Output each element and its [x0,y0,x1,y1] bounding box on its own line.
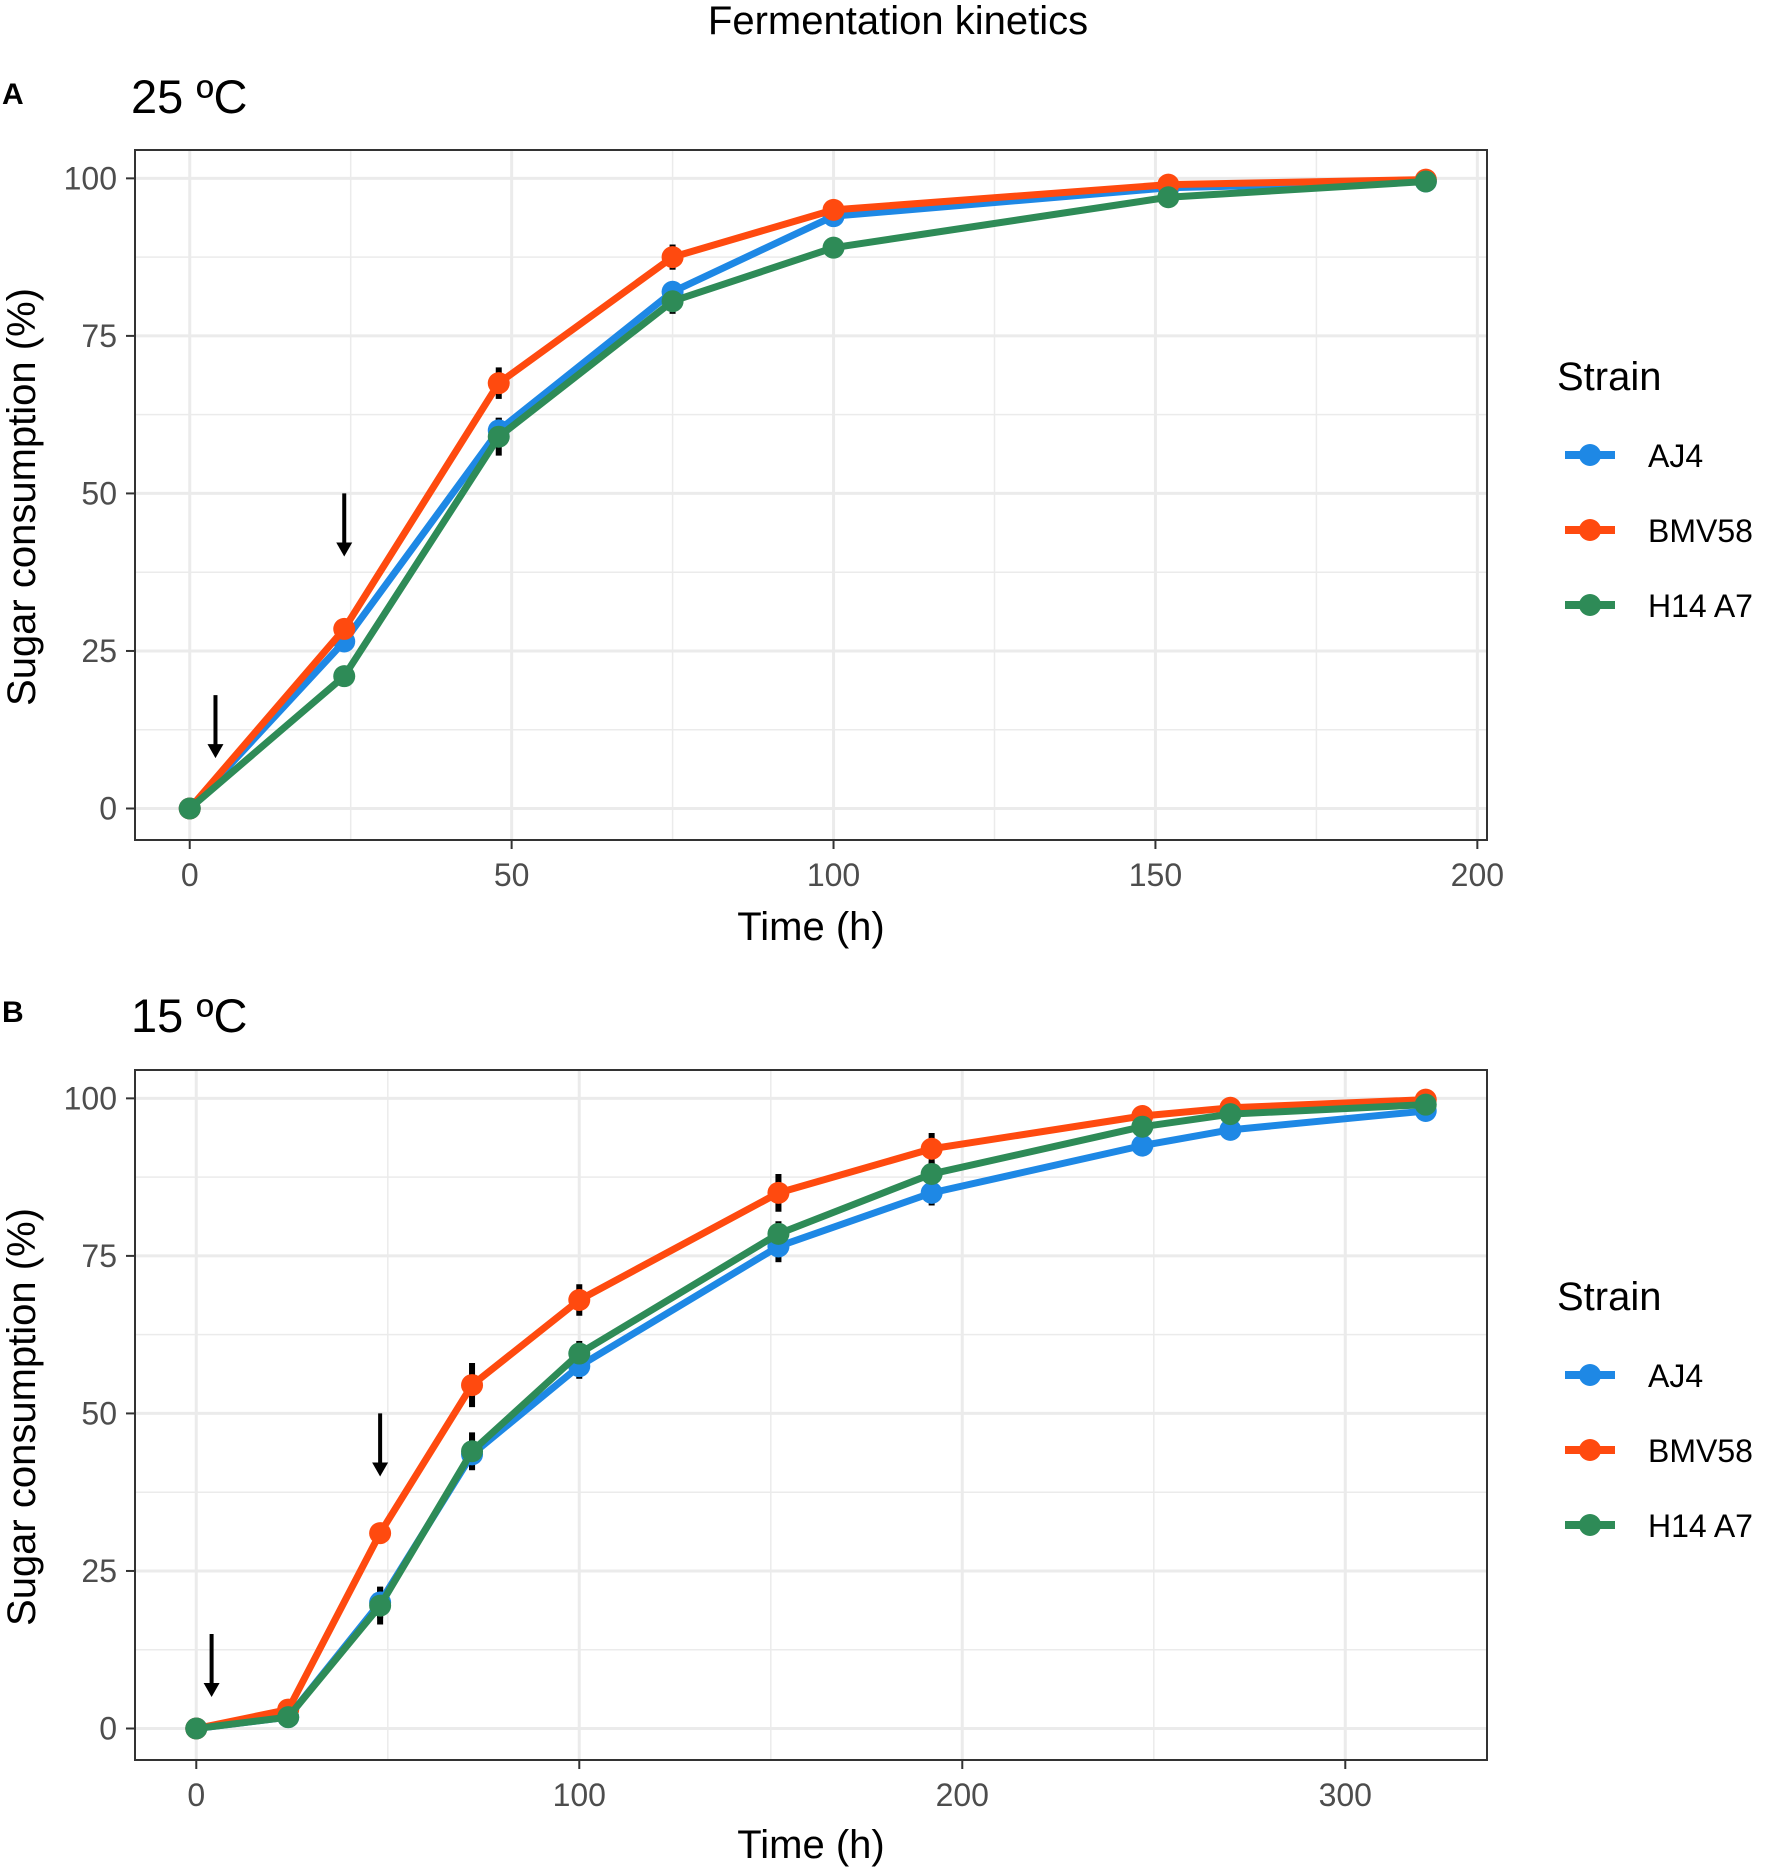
x-tick-label: 100 [807,857,860,893]
y-axis-label-a: Sugar consumption (%) [0,288,44,706]
x-tick-label: 150 [1129,857,1182,893]
legend-key-point [1579,1439,1601,1461]
data-point-bmv58 [920,1137,943,1160]
data-point-h14-a7 [568,1342,591,1365]
panel-label-a: A [2,78,24,111]
data-point-h14-a7 [277,1706,300,1729]
legend-title-a: Strain [1557,355,1662,399]
legend-key-point [1579,1364,1601,1386]
y-tick-label: 0 [99,790,117,826]
legend-title-b: Strain [1557,1275,1662,1319]
y-axis-label-b: Sugar consumption (%) [0,1208,44,1626]
x-tick-label: 0 [181,857,199,893]
legend-entry-label: BMV58 [1648,1433,1753,1469]
legend-entry-label: AJ4 [1648,1358,1703,1394]
plot-area-a: 0 50 100 150 200 0 25 50 75 100 [64,149,1504,893]
data-point-bmv58 [822,198,845,221]
data-point-aj4 [920,1181,943,1204]
y-tick-label: 50 [81,475,117,511]
y-tick-label: 25 [81,633,117,669]
legend-entry-label: H14 A7 [1648,1508,1753,1544]
data-point-h14-a7 [178,797,201,820]
panel-title-b: 15 ºC [131,989,247,1042]
data-point-bmv58 [487,372,510,395]
data-point-aj4 [1219,1118,1242,1141]
data-point-aj4 [1131,1134,1154,1157]
y-tick-label: 75 [81,1238,117,1274]
series-line-h14-a7 [195,1101,1426,1732]
data-point-bmv58 [333,617,356,640]
x-tick-label: 50 [494,857,530,893]
legend-entry-label: H14 A7 [1648,588,1753,624]
y-tick-label: 50 [81,1395,117,1431]
data-point-h14-a7 [1131,1115,1154,1138]
data-point-h14-a7 [1414,1093,1437,1116]
y-tick-label: 0 [99,1710,117,1746]
data-point-bmv58 [369,1522,392,1545]
data-point-h14-a7 [1414,170,1437,193]
legend-key-point [1579,1514,1601,1536]
y-tick-label: 75 [81,318,117,354]
data-point-h14-a7 [461,1440,484,1463]
arrow-head [336,542,353,557]
x-tick-label: 100 [553,1777,606,1813]
plot-area-b: 0 100 200 300 0 25 50 75 100 [64,1069,1488,1813]
arrow-head [207,744,224,759]
data-point-bmv58 [568,1289,591,1311]
data-point-h14-a7 [487,425,510,448]
plot-border-a [134,149,1488,841]
data-point-h14-a7 [1157,186,1180,209]
plot-background-a [135,150,1487,840]
data-point-h14-a7 [920,1162,943,1185]
panel-b: B 15 ºC 0 100 200 300 0 25 50 75 100 Time (h) Su… [0,989,1753,1867]
data-point-h14-a7 [333,665,356,688]
data-point-h14-a7 [767,1222,790,1245]
legend-key-point [1579,519,1601,541]
legend-entry-label: AJ4 [1648,438,1703,474]
arrow-head [372,1462,389,1477]
legend-b: Strain AJ4 BMV58 H14 A7 [1557,1275,1753,1544]
y-tick-label: 100 [64,160,117,196]
figure-title: Fermentation kinetics [708,0,1088,43]
data-point-bmv58 [767,1181,790,1204]
panel-label-b: B [2,996,24,1029]
legend-a: Strain AJ4 BMV58 H14 A7 [1557,355,1753,624]
data-point-h14-a7 [369,1594,392,1617]
legend-entry-label: BMV58 [1648,513,1753,549]
x-axis-label-b: Time (h) [737,1823,884,1867]
x-tick-label: 300 [1319,1777,1372,1813]
data-point-bmv58 [461,1374,484,1397]
x-tick-label: 200 [936,1777,989,1813]
legend-key-point [1579,444,1601,466]
arrow-head [203,1682,220,1697]
series-line-bmv58 [195,1096,1426,1732]
x-tick-label: 200 [1451,857,1504,893]
data-point-h14-a7 [661,290,684,313]
y-tick-label: 100 [64,1080,117,1116]
plot-border-b [134,1069,1488,1761]
x-axis-label-a: Time (h) [737,905,884,949]
y-tick-label: 25 [81,1553,117,1589]
panel-title-a: 25 ºC [131,70,247,123]
data-point-h14-a7 [822,236,845,259]
data-point-h14-a7 [185,1717,208,1740]
data-point-h14-a7 [1219,1103,1242,1126]
x-tick-label: 0 [187,1777,205,1813]
data-point-bmv58 [661,246,684,269]
legend-key-point [1579,594,1601,616]
